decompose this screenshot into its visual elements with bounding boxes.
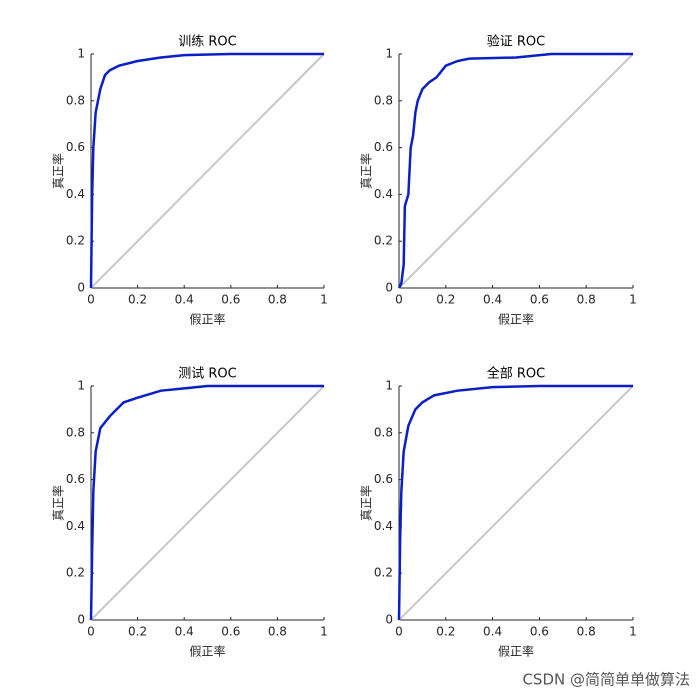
x-tick-label: 0.4 — [175, 625, 194, 639]
y-tick-label: 0 — [77, 613, 85, 627]
x-tick-label: 1 — [629, 293, 637, 307]
y-axis-label: 真正率 — [51, 153, 66, 189]
chart-title: 训练 ROC — [178, 35, 236, 50]
y-tick-label: 1 — [77, 47, 85, 61]
x-axis-label: 假正率 — [498, 644, 534, 659]
watermark: CSDN @简简单单做算法 — [522, 671, 690, 689]
y-tick-label: 0 — [77, 281, 85, 295]
chart-title: 测试 ROC — [178, 367, 236, 382]
y-tick-label: 0.8 — [66, 425, 85, 439]
y-tick-label: 0.4 — [66, 187, 85, 201]
chart-title: 全部 ROC — [487, 366, 545, 382]
x-tick-label: 1 — [320, 293, 328, 307]
chart-title: 验证 ROC — [487, 34, 545, 50]
roc-line — [90, 385, 325, 621]
x-tick-label: 0.4 — [175, 293, 194, 307]
y-axis-label: 真正率 — [51, 485, 66, 521]
x-tick-label: 0.6 — [530, 625, 549, 639]
x-tick-label: 0.2 — [436, 293, 455, 307]
y-tick-label: 0.2 — [374, 566, 393, 580]
y-tick-label: 0.8 — [374, 425, 393, 439]
roc-line — [398, 53, 634, 289]
x-tick-label: 0.8 — [268, 293, 287, 307]
x-tick-label: 0.8 — [268, 625, 287, 639]
y-tick-label: 0.6 — [374, 140, 393, 154]
y-tick-label: 1 — [77, 379, 85, 393]
y-tick-label: 0.2 — [374, 234, 393, 248]
roc-line — [89, 52, 324, 289]
roc-line — [89, 384, 324, 621]
roc-line — [90, 53, 325, 289]
y-tick-label: 0.8 — [374, 93, 393, 107]
y-tick-label: 0.8 — [66, 93, 85, 107]
x-tick-label: 0.2 — [128, 293, 147, 307]
x-tick-label: 0.6 — [530, 293, 549, 307]
x-tick-label: 0 — [87, 625, 95, 639]
x-tick-label: 0.8 — [577, 293, 596, 307]
roc-line — [397, 384, 633, 621]
roc-line — [398, 385, 634, 621]
x-tick-label: 0.2 — [436, 625, 455, 639]
y-tick-label: 0.6 — [66, 472, 85, 486]
x-tick-label: 0.2 — [128, 625, 147, 639]
y-tick-label: 1 — [385, 379, 393, 393]
y-tick-label: 0.4 — [66, 519, 85, 533]
x-tick-label: 0 — [87, 293, 95, 307]
y-tick-label: 0 — [385, 613, 393, 627]
x-tick-label: 1 — [320, 625, 328, 639]
y-tick-label: 0.2 — [66, 566, 85, 580]
y-tick-label: 0.6 — [374, 472, 393, 486]
y-tick-label: 0.2 — [66, 234, 85, 248]
y-axis-label: 真正率 — [359, 485, 374, 521]
x-tick-label: 0.4 — [483, 293, 502, 307]
y-tick-label: 0 — [385, 281, 393, 295]
x-tick-label: 0.8 — [577, 625, 596, 639]
y-tick-label: 0.4 — [374, 187, 393, 201]
x-axis-label: 假正率 — [498, 312, 534, 327]
x-tick-label: 0.6 — [221, 293, 240, 307]
y-tick-label: 0.4 — [374, 519, 393, 533]
x-axis-label: 假正率 — [189, 644, 225, 659]
x-tick-label: 0.6 — [221, 625, 240, 639]
roc-line — [397, 52, 633, 289]
y-axis-label: 真正率 — [359, 153, 374, 189]
x-tick-label: 0 — [395, 625, 403, 639]
y-tick-label: 0.6 — [66, 140, 85, 154]
x-axis-label: 假正率 — [189, 312, 225, 327]
x-tick-label: 0.4 — [483, 625, 502, 639]
x-tick-label: 1 — [629, 625, 637, 639]
x-tick-label: 0 — [395, 293, 403, 307]
y-tick-label: 1 — [385, 47, 393, 61]
